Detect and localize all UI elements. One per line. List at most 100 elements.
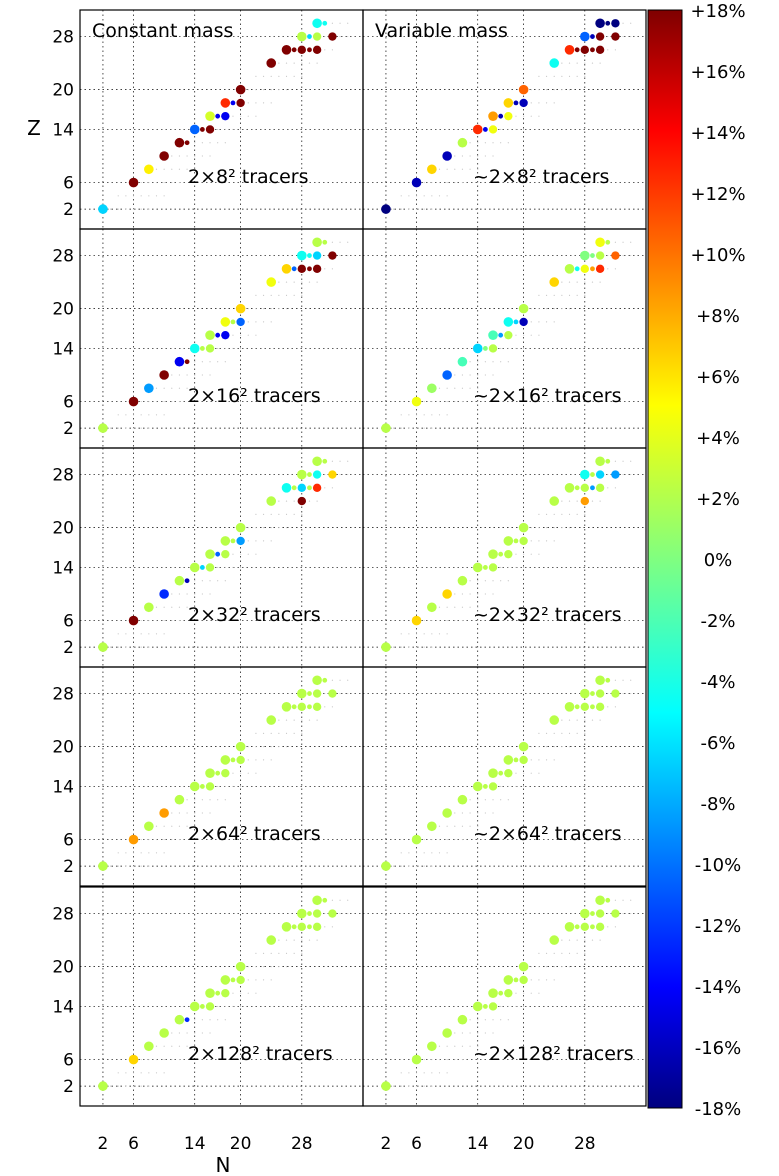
background-isotope-dot [545,294,548,296]
panel-tracer-label: 2×8² tracers [188,166,309,188]
background-isotope-dot [278,939,280,941]
background-isotope-dot [530,334,532,336]
background-isotope-dot [140,400,142,403]
background-isotope-dot [568,939,571,941]
background-isotope-dot [262,513,265,515]
background-isotope-dot [576,952,578,954]
data-point [611,19,620,28]
data-point [564,922,575,932]
data-point [266,935,277,945]
background-isotope-dot [247,772,249,774]
y-tick-label: 6 [63,831,74,851]
background-isotope-dot [492,812,494,814]
background-isotope-dot [477,1032,479,1034]
background-isotope-dot [607,49,609,51]
data-point [482,1004,488,1009]
background-isotope-dot [301,75,303,77]
y-tick-label: 6 [63,612,74,632]
data-point [297,31,307,42]
background-isotope-dot [132,208,135,210]
background-isotope-dot [622,473,624,476]
background-isotope-dot [454,838,456,841]
background-isotope-dot [530,115,532,117]
data-point [427,164,437,175]
background-isotope-dot [545,952,548,954]
x-tick-label: 6 [128,1134,139,1154]
background-isotope-dot [171,593,173,595]
background-isotope-dot [614,460,617,462]
background-isotope-dot [431,838,433,841]
background-isotope-dot [484,812,486,814]
data-point [199,346,205,351]
data-point [580,922,590,932]
background-isotope-dot [568,719,571,721]
background-isotope-dot [530,992,532,994]
background-isotope-dot [217,142,219,144]
background-isotope-dot [622,899,624,901]
background-isotope-dot [545,308,548,310]
background-isotope-dot [293,75,295,77]
data-point [184,359,190,365]
data-point [205,344,215,353]
background-isotope-dot [278,294,280,296]
background-isotope-dot [270,732,272,734]
background-isotope-dot [339,912,341,915]
data-point [205,768,215,778]
background-isotope-dot [262,527,265,529]
panel-tracer-label: ~2×32² tracers [473,604,622,626]
panel-2-1: ~2×32² tracers [362,447,647,668]
data-point [297,45,307,55]
background-isotope-dot [270,308,272,310]
y-tick-label: 6 [63,174,74,194]
background-isotope-dot [408,633,410,635]
background-isotope-dot [347,460,349,462]
colorbar-tick-label: -18% [695,1099,742,1120]
background-isotope-dot [568,732,571,734]
background-isotope-dot [492,374,494,376]
background-isotope-dot [247,966,249,968]
background-isotope-dot [607,487,609,489]
background-isotope-dot [454,825,456,827]
background-isotope-dot [515,115,517,117]
data-point [199,565,205,570]
data-point [297,250,307,261]
background-isotope-dot [454,812,456,814]
background-isotope-dot [553,732,555,734]
background-isotope-dot [454,606,456,608]
background-isotope-dot [477,155,479,157]
data-point [482,784,488,789]
panel-frame [79,447,364,668]
background-isotope-dot [347,254,349,257]
data-point [519,98,528,108]
background-isotope-dot [270,746,272,748]
background-isotope-dot [477,812,479,814]
data-point [159,370,169,380]
background-isotope-dot [576,732,578,734]
data-point [281,264,292,274]
background-isotope-dot [568,308,571,310]
background-isotope-dot [140,633,142,635]
background-isotope-dot [431,1058,433,1061]
background-isotope-dot [247,527,249,529]
background-isotope-dot [132,414,135,416]
background-isotope-dot [339,254,341,257]
background-isotope-dot [515,334,517,336]
background-isotope-dot [240,347,242,350]
data-point [580,702,590,712]
data-point [328,470,337,479]
background-isotope-dot [148,400,150,403]
data-point [498,990,504,996]
background-isotope-dot [523,992,525,994]
data-point [235,522,246,533]
background-isotope-dot [545,732,548,734]
data-point [291,704,297,710]
y-tick-label: 2 [63,638,74,658]
background-isotope-dot [109,865,112,867]
background-isotope-dot [155,852,158,854]
data-point [322,677,328,683]
colorbar-tick-label: -6% [700,733,735,754]
background-isotope-dot [461,1058,464,1061]
background-isotope-dot [530,308,532,310]
y-tick-label: 20 [52,300,74,320]
background-isotope-dot [278,281,280,283]
